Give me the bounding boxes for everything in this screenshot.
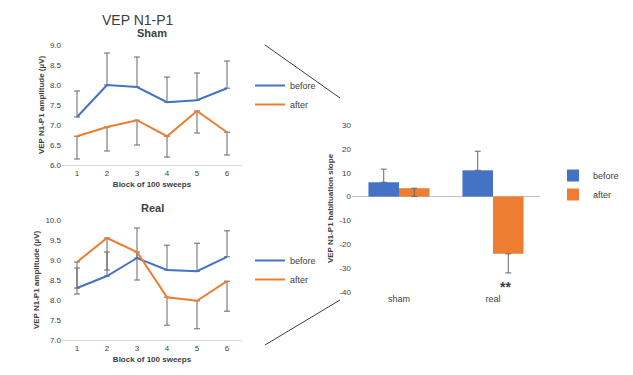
svg-text:before: before: [290, 81, 316, 91]
svg-text:VEP N1-P1: VEP N1-P1: [102, 12, 174, 28]
svg-text:VEP N1-P1 amplitude (µV): VEP N1-P1 amplitude (µV): [37, 56, 46, 155]
svg-text:-20: -20: [339, 240, 351, 249]
svg-text:10.0: 10.0: [45, 216, 61, 225]
svg-text:20: 20: [342, 145, 351, 154]
svg-text:7.5: 7.5: [50, 316, 62, 325]
svg-text:4: 4: [165, 344, 170, 353]
svg-text:8.0: 8.0: [50, 296, 62, 305]
svg-text:real: real: [485, 294, 500, 304]
svg-text:after: after: [290, 100, 308, 110]
svg-text:**: **: [500, 279, 511, 295]
svg-text:10: 10: [342, 169, 351, 178]
svg-text:-40: -40: [339, 288, 351, 297]
svg-text:after: after: [593, 190, 611, 200]
svg-text:6: 6: [225, 169, 230, 178]
svg-text:3: 3: [135, 169, 140, 178]
svg-text:5: 5: [195, 169, 200, 178]
svg-text:Block of 100 sweeps: Block of 100 sweeps: [113, 355, 192, 364]
svg-text:2: 2: [105, 344, 110, 353]
svg-text:7.0: 7.0: [50, 336, 62, 345]
svg-text:3: 3: [135, 344, 140, 353]
svg-text:2: 2: [105, 169, 110, 178]
svg-text:sham: sham: [388, 294, 410, 304]
svg-text:6.0: 6.0: [50, 161, 62, 170]
svg-text:30: 30: [342, 121, 351, 130]
svg-text:Sham: Sham: [137, 27, 167, 39]
svg-text:8.5: 8.5: [50, 61, 62, 70]
svg-text:after: after: [290, 275, 308, 285]
svg-text:7.0: 7.0: [50, 121, 62, 130]
svg-text:6: 6: [225, 344, 230, 353]
svg-text:-30: -30: [339, 264, 351, 273]
svg-text:8.5: 8.5: [50, 276, 62, 285]
svg-text:VEP N1-P1 habituation slope: VEP N1-P1 habituation slope: [326, 153, 335, 263]
svg-text:6.5: 6.5: [50, 141, 62, 150]
svg-text:0: 0: [347, 192, 352, 201]
svg-text:Real: Real: [141, 202, 164, 214]
svg-text:1: 1: [75, 344, 80, 353]
svg-text:1: 1: [75, 169, 80, 178]
svg-text:-10: -10: [339, 216, 351, 225]
svg-text:4: 4: [165, 169, 170, 178]
svg-text:Block of 100 sweeps: Block of 100 sweeps: [113, 180, 192, 189]
svg-text:before: before: [593, 171, 619, 181]
svg-text:8.0: 8.0: [50, 81, 62, 90]
svg-text:9.5: 9.5: [50, 236, 62, 245]
svg-text:7.5: 7.5: [50, 101, 62, 110]
svg-text:9.0: 9.0: [50, 41, 62, 50]
svg-text:VEP N1-P1 amplitude (µV): VEP N1-P1 amplitude (µV): [32, 231, 41, 330]
svg-text:before: before: [290, 256, 316, 266]
svg-text:5: 5: [195, 344, 200, 353]
svg-text:9.0: 9.0: [50, 256, 62, 265]
